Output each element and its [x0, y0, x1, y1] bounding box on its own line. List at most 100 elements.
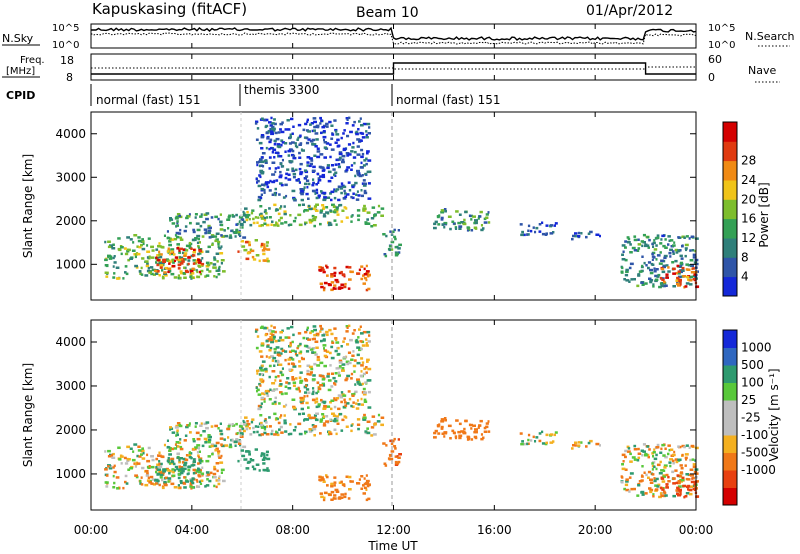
- power-cell: [693, 273, 697, 276]
- power-cell: [454, 227, 458, 230]
- velocity-cell: [464, 419, 468, 423]
- power-cell: [319, 222, 322, 226]
- power-cell: [258, 174, 261, 177]
- power-cell: [262, 171, 265, 174]
- power-cell: [269, 179, 272, 183]
- velocity-cell: [257, 407, 262, 411]
- velocity-cell: [192, 460, 196, 463]
- power-cell: [146, 262, 149, 266]
- power-cell: [187, 259, 191, 262]
- power-cell: [462, 222, 467, 226]
- power-cell: [323, 138, 325, 142]
- velocity-cell: [174, 469, 176, 472]
- velocity-cell: [289, 341, 292, 345]
- velocity-cell: [462, 431, 467, 435]
- cpid-segment-2: themis 3300: [244, 83, 319, 97]
- velocity-cell: [357, 427, 360, 431]
- velocity-cell: [279, 371, 283, 374]
- velocity-cell: [299, 379, 304, 383]
- power-cell: [175, 215, 179, 219]
- power-cell: [185, 216, 189, 220]
- velocity-cell: [156, 473, 159, 476]
- power-cell: [457, 221, 461, 225]
- velocity-cell: [665, 486, 669, 489]
- power-cell: [319, 116, 322, 120]
- power-cell: [633, 235, 637, 238]
- velocity-cell: [647, 470, 652, 474]
- power-cell: [240, 218, 245, 221]
- velocity-cell: [335, 419, 339, 422]
- velocity-cell: [347, 475, 352, 479]
- velocity-cell: [436, 424, 440, 427]
- power-cell: [328, 143, 332, 146]
- power-cell: [477, 217, 480, 220]
- power-cell: [323, 156, 327, 159]
- velocity-cell: [664, 494, 668, 497]
- velocity-cell: [315, 391, 318, 395]
- velocity-cell: [676, 486, 680, 490]
- velocity-cell: [663, 466, 667, 469]
- velocity-cell: [263, 326, 266, 330]
- velocity-cell: [643, 454, 648, 457]
- power-cell: [315, 138, 319, 141]
- velocity-cell: [692, 465, 697, 469]
- power-cell: [292, 219, 297, 223]
- power-cell: [111, 247, 116, 250]
- power-cell: [113, 272, 116, 275]
- power-cell: [334, 130, 338, 133]
- velocity-cell: [168, 472, 171, 475]
- velocity-cell: [291, 378, 296, 381]
- power-cell: [200, 269, 204, 273]
- velocity-cell: [330, 345, 334, 349]
- power-cell: [262, 252, 266, 256]
- power-cell: [667, 243, 670, 246]
- power-colorbar-label: Power [dB]: [757, 182, 771, 247]
- velocity-cell: [362, 393, 367, 396]
- freq-unit-label: [MHz]: [6, 66, 35, 77]
- power-cell: [187, 244, 192, 248]
- velocity-cell: [327, 388, 332, 392]
- velocity-cell: [196, 444, 201, 447]
- velocity-cell: [681, 478, 685, 482]
- power-cell: [219, 220, 223, 223]
- power-cell: [141, 247, 146, 251]
- velocity-cell: [217, 476, 221, 480]
- power-cell: [628, 266, 632, 270]
- velocity-cell: [151, 478, 156, 481]
- velocity-cell: [107, 449, 111, 453]
- power-cell: [227, 227, 230, 230]
- velocity-cell: [690, 444, 695, 448]
- power-cell: [433, 222, 437, 226]
- power-cell: [156, 258, 160, 262]
- velocity-cell: [246, 461, 250, 464]
- power-cell: [672, 252, 675, 255]
- power-cell: [289, 135, 292, 139]
- power-cell: [183, 266, 186, 269]
- velocity-cell: [315, 397, 319, 400]
- power-cell: [279, 128, 282, 131]
- power-cell: [113, 261, 117, 264]
- velocity-cell: [308, 416, 313, 419]
- velocity-cell: [661, 443, 665, 447]
- power-cell: [291, 132, 294, 135]
- velocity-cell: [279, 383, 283, 386]
- velocity-cell: [271, 429, 274, 433]
- velocity-cell: [284, 358, 287, 362]
- velocity-cell: [291, 340, 294, 344]
- power-cell: [269, 216, 272, 219]
- velocity-cell: [292, 365, 297, 368]
- power-cell: [123, 247, 127, 250]
- velocity-cell: [179, 438, 182, 441]
- velocity-cell: [183, 486, 187, 489]
- velocity-cell: [354, 390, 358, 394]
- velocity-cell: [200, 479, 204, 482]
- power-cell: [312, 117, 317, 120]
- velocity-cell: [359, 325, 362, 328]
- velocity-cell: [332, 376, 336, 380]
- velocity-cell: [457, 430, 461, 434]
- velocity-cell: [246, 420, 249, 423]
- power-cell: [391, 248, 394, 251]
- power-cell: [323, 213, 326, 216]
- power-cell: [527, 229, 530, 232]
- power-cell: [641, 255, 644, 258]
